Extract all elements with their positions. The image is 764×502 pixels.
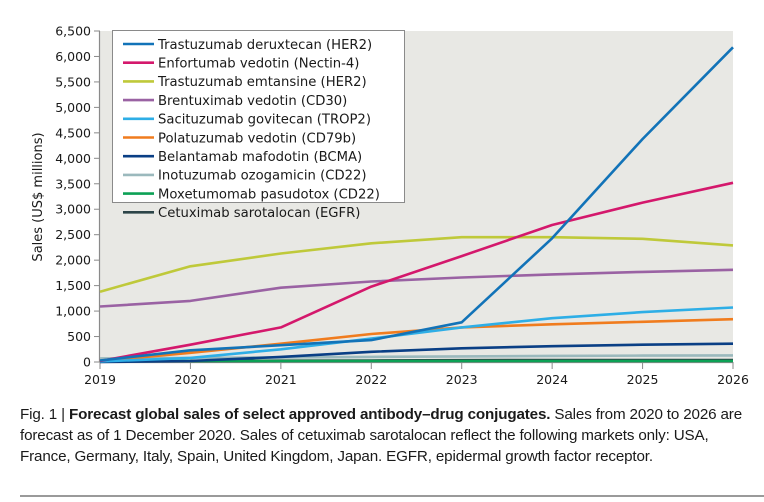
caption-title: Forecast global sales of select approved…: [69, 406, 551, 423]
line-chart: 0 500 1,000 1,500 2,000 2,500 3,000 3,500 4,000 4…: [31, 24, 749, 388]
legend-label: Cetuximab sarotalocan (EGFR): [158, 206, 360, 221]
y-tick-label: 6,000: [55, 49, 91, 64]
figure-caption: Fig. 1 | Forecast global sales of select…: [20, 404, 750, 467]
caption-body: Sales from 2020 to 2026 are forecast as …: [20, 406, 743, 465]
legend-label: Belantamab mafodotin (BCMA): [158, 150, 362, 165]
x-tick-label: 2019: [84, 372, 116, 387]
legend: Trastuzumab deruxtecan (HER2) Enfortumab …: [112, 30, 405, 221]
y-tick-label: 0: [83, 355, 91, 370]
y-tick-label: 1,500: [55, 278, 91, 293]
y-tick-label: 3,000: [55, 202, 91, 217]
series-line-belantamab-mafodotin-bcma: [99, 342, 734, 364]
y-axis: 0 500 1,000 1,500 2,000 2,500 3,000 3,500 4,000 4…: [55, 24, 101, 370]
series-line-trastuzumab-emtansine-her2: [99, 235, 734, 293]
x-tick-label: 2026: [717, 372, 749, 387]
y-tick-label: 5,000: [55, 100, 91, 115]
series-line-trastuzumab-deruxtecan-her2: [99, 46, 734, 362]
x-tick-label: 2023: [446, 372, 478, 387]
x-tick-label: 2020: [175, 372, 207, 387]
x-axis: 2019 2020 2021 2022 2023 2024 2025 2026: [84, 361, 749, 387]
legend-label: Trastuzumab emtansine (HER2): [157, 75, 367, 90]
y-tick-label: 2,500: [55, 227, 91, 242]
caption-prefix: Fig. 1 |: [20, 406, 70, 423]
x-tick-label: 2024: [536, 372, 568, 387]
series-layer: [99, 46, 734, 364]
y-tick-label: 500: [67, 329, 91, 344]
x-tick-label: 2021: [265, 372, 297, 387]
y-tick-label: 2,000: [55, 253, 91, 268]
legend-label: Polatuzumab vedotin (CD79b): [158, 131, 356, 146]
legend-label: Trastuzumab deruxtecan (HER2): [157, 38, 372, 53]
y-tick-label: 6,500: [55, 24, 91, 39]
series-line-brentuximab-vedotin-cd30: [99, 268, 734, 308]
legend-label: Enfortumab vedotin (Nectin-4): [158, 57, 359, 72]
caption-divider: [20, 495, 764, 497]
series-line-sacituzumab-govitecan-trop2: [99, 306, 734, 363]
y-axis-title: Sales (US$ millions): [31, 132, 46, 261]
x-tick-label: 2022: [355, 372, 387, 387]
x-tick-label: 2025: [627, 372, 659, 387]
y-tick-label: 5,500: [55, 74, 91, 89]
y-tick-label: 4,500: [55, 125, 91, 140]
legend-label: Moxetumomab pasudotox (CD22): [158, 187, 380, 202]
series-line-enfortumab-vedotin-nectin-4: [99, 181, 734, 363]
y-tick-label: 4,000: [55, 151, 91, 166]
y-tick-label: 3,500: [55, 176, 91, 191]
series-line-inotuzumab-ozogamicin-cd22: [99, 354, 734, 360]
legend-label: Brentuximab vedotin (CD30): [158, 94, 347, 109]
legend-label: Inotuzumab ozogamicin (CD22): [158, 169, 367, 184]
legend-box: [112, 30, 405, 203]
y-tick-label: 1,000: [55, 304, 91, 319]
legend-label: Sacituzumab govitecan (TROP2): [158, 113, 371, 128]
